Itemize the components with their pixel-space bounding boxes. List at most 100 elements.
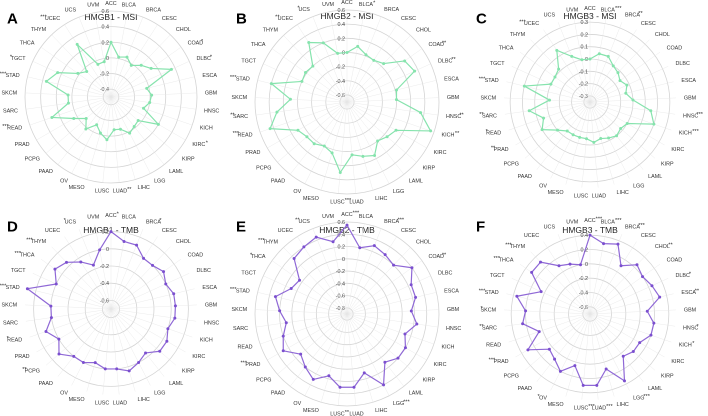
data-point-gbm (150, 93, 154, 97)
significance-mark: ** (455, 131, 460, 137)
data-point-luad (595, 383, 599, 387)
spoke-line (589, 17, 607, 103)
category-label: UCS (65, 8, 77, 14)
spoke-line (259, 101, 348, 133)
significance-mark: *** (14, 251, 21, 257)
data-point-paad (84, 127, 88, 131)
category-label: HNSC (446, 114, 461, 120)
r-tick-label: 0.2 (581, 32, 589, 38)
spoke-line (110, 288, 195, 310)
spoke-line (110, 308, 120, 395)
significance-mark: *** (230, 287, 237, 293)
spoke-line (346, 101, 390, 184)
category-label: LUAD (349, 412, 363, 416)
category-label: CHOL (416, 28, 431, 34)
category-label: PAAD (518, 174, 532, 180)
data-point-cesc (611, 64, 615, 68)
significance-mark: * (692, 341, 695, 347)
category-label: LIHC (137, 185, 149, 191)
series-line (45, 41, 173, 141)
data-point-paad (312, 142, 316, 146)
data-point-esca (658, 295, 662, 299)
category-label: UCEC (45, 228, 60, 234)
category-label: SKCM (232, 95, 248, 101)
data-point-ucs (570, 54, 574, 58)
data-point-laml (621, 354, 625, 358)
category-label: BLCA (601, 220, 615, 226)
category-label: ACC (341, 212, 352, 218)
category-label: THCA (499, 45, 514, 51)
spoke-line (346, 24, 397, 103)
data-point-ucec (557, 264, 561, 268)
r-tick-label: -0.3 (579, 94, 588, 100)
category-label: SKCM (481, 96, 497, 102)
spoke-line (110, 96, 186, 141)
significance-mark: *** (479, 288, 486, 294)
significance-mark: *** (493, 256, 500, 262)
data-point-ucs (321, 41, 325, 45)
data-point-sarc (275, 110, 279, 114)
spoke-line (346, 313, 435, 345)
r-tick-label: 0 (585, 57, 588, 63)
category-label: PCPG (25, 157, 40, 163)
data-point-hnsc (415, 322, 419, 326)
significance-mark: *** (240, 361, 247, 367)
spoke-line (312, 16, 348, 103)
spoke-line (346, 48, 423, 103)
significance-mark: ** (127, 187, 132, 193)
category-label: PRAD (15, 142, 30, 148)
data-point-prad (281, 349, 285, 353)
category-label: HNSC (204, 108, 219, 114)
spoke-line (338, 101, 348, 194)
category-label: THYM (31, 239, 47, 245)
data-point-dlbc (169, 67, 173, 71)
data-point-dlbc (409, 283, 413, 287)
data-point-read (537, 330, 541, 334)
data-point-thym (64, 260, 68, 264)
data-point-ov (81, 361, 85, 365)
significance-mark: *** (615, 218, 622, 224)
category-label: LUAD (592, 194, 606, 200)
data-point-uvm (98, 248, 102, 252)
spoke-line (29, 308, 112, 338)
spoke-line (346, 313, 417, 375)
significance-mark: ** (695, 288, 700, 294)
data-point-laml (615, 134, 619, 138)
spoke-line (297, 236, 348, 315)
category-label: ESCA (444, 288, 459, 294)
data-point-kirp (385, 135, 389, 139)
data-point-ov (322, 144, 326, 148)
spoke-line (589, 51, 661, 103)
spoke-line (550, 313, 591, 391)
significance-mark: * (159, 218, 162, 224)
data-point-paad (303, 365, 307, 369)
data-point-kirp (396, 356, 400, 360)
spoke-line (32, 61, 112, 98)
category-label: PRAD (494, 147, 509, 153)
data-point-lusc (338, 385, 342, 389)
spoke-line (565, 313, 591, 397)
data-point-lihc (604, 367, 608, 371)
spoke-line (346, 236, 397, 315)
data-point-lgg (128, 131, 132, 135)
data-point-kich (429, 129, 433, 133)
category-label: ESCA (681, 290, 696, 296)
category-label: SARC (482, 325, 497, 331)
data-point-thym (311, 64, 315, 68)
significance-mark: * (689, 271, 692, 277)
spoke-line (581, 101, 591, 188)
data-point-meso (327, 374, 331, 378)
spoke-line (36, 308, 112, 353)
spoke-line (78, 17, 112, 98)
r-tick-label: 0 (585, 262, 588, 268)
data-point-ov (311, 377, 315, 381)
spoke-line (304, 313, 348, 396)
data-point-kich (142, 106, 146, 110)
spoke-line (64, 236, 112, 310)
series-line (274, 224, 418, 388)
category-label: STAD (6, 73, 20, 79)
spoke-line (110, 96, 197, 110)
panel-letter: F (476, 218, 485, 235)
